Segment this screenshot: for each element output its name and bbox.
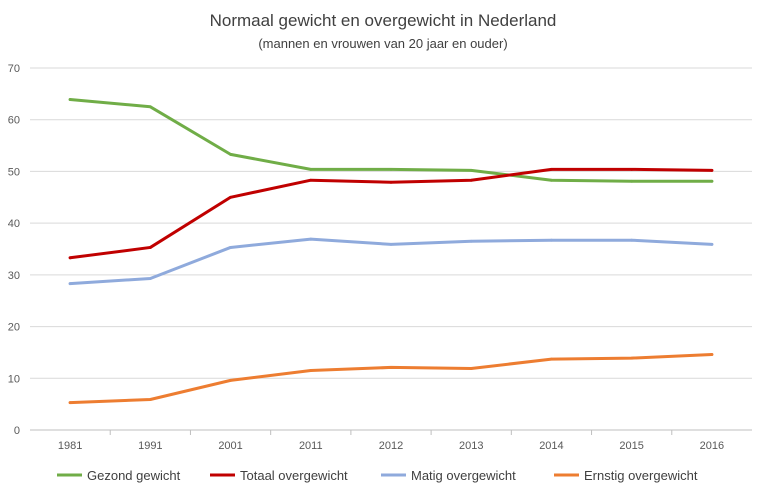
data-point-ernstig-overgewicht <box>229 378 232 382</box>
data-point-totaal-overgewicht <box>229 195 232 199</box>
y-tick-label: 40 <box>8 218 20 230</box>
x-tick-label: 1981 <box>58 440 82 452</box>
data-point-gezond-gewicht <box>148 105 152 109</box>
data-point-ernstig-overgewicht <box>68 401 72 404</box>
y-tick-label: 70 <box>8 63 20 75</box>
data-point-matig-overgewicht <box>309 237 313 241</box>
data-point-matig-overgewicht <box>68 282 72 286</box>
y-tick-label: 60 <box>8 115 20 127</box>
data-point-matig-overgewicht <box>229 246 232 249</box>
data-point-matig-overgewicht <box>550 238 553 242</box>
data-point-matig-overgewicht <box>710 242 714 246</box>
legend-label-matig-overgewicht: Matig overgewicht <box>411 468 516 483</box>
axes: 0 10 20 30 40 50 60 70 1981 1991 2001 2011 2012 2013 2… <box>8 63 724 452</box>
data-point-totaal-overgewicht <box>389 180 393 184</box>
y-tick-label: 50 <box>8 166 20 178</box>
x-tick-label: 2015 <box>619 440 643 452</box>
data-point-totaal-overgewicht <box>469 178 473 182</box>
data-point-totaal-overgewicht <box>550 167 553 171</box>
y-tick-label: 10 <box>8 373 20 385</box>
data-point-ernstig-overgewicht <box>389 366 393 369</box>
data-point-totaal-overgewicht <box>148 246 152 249</box>
x-tick-label: 2014 <box>539 440 563 452</box>
data-point-matig-overgewicht <box>148 277 152 280</box>
data-point-ernstig-overgewicht <box>469 367 473 370</box>
data-point-ernstig-overgewicht <box>148 398 152 401</box>
x-tick-label: 2012 <box>379 440 403 452</box>
x-tick-label: 2001 <box>218 440 242 452</box>
x-tick-label: 2016 <box>700 440 724 452</box>
data-point-gezond-gewicht <box>710 179 714 183</box>
legend-label-gezond-gewicht: Gezond gewicht <box>87 468 181 483</box>
data-point-gezond-gewicht <box>469 168 473 172</box>
data-point-totaal-overgewicht <box>710 168 714 172</box>
x-tick-label: 2011 <box>299 440 323 452</box>
x-tick-label: 1991 <box>138 440 162 452</box>
legend: Gezond gewicht Totaal overgewicht Matig ov… <box>57 468 698 483</box>
data-point-gezond-gewicht <box>550 178 553 182</box>
series-line-matig-overgewicht <box>68 237 714 286</box>
data-point-totaal-overgewicht <box>309 178 313 182</box>
y-tick-label: 20 <box>8 322 20 334</box>
chart-title: Normaal gewicht en overgewicht in Nederl… <box>209 11 557 30</box>
legend-label-ernstig-overgewicht: Ernstig overgewicht <box>584 468 698 483</box>
data-point-gezond-gewicht <box>630 179 634 183</box>
x-tick-label: 2013 <box>459 440 483 452</box>
data-point-matig-overgewicht <box>469 239 473 243</box>
chart-subtitle: (mannen en vrouwen van 20 jaar en ouder) <box>258 36 508 51</box>
y-tick-label: 0 <box>14 425 20 437</box>
data-point-ernstig-overgewicht <box>309 369 313 372</box>
data-point-ernstig-overgewicht <box>550 357 553 361</box>
legend-label-totaal-overgewicht: Totaal overgewicht <box>240 468 348 483</box>
data-point-gezond-gewicht <box>229 152 232 156</box>
data-point-matig-overgewicht <box>389 242 393 246</box>
gridlines <box>30 67 752 431</box>
y-tick-label: 30 <box>8 270 20 282</box>
data-point-ernstig-overgewicht <box>630 356 634 360</box>
data-point-gezond-gewicht <box>389 167 393 171</box>
data-point-matig-overgewicht <box>630 238 634 242</box>
data-point-totaal-overgewicht <box>68 256 72 260</box>
data-point-totaal-overgewicht <box>630 167 634 171</box>
data-point-ernstig-overgewicht <box>710 353 714 356</box>
data-point-gezond-gewicht <box>309 167 313 171</box>
data-point-gezond-gewicht <box>68 98 72 101</box>
series-lines <box>68 98 714 405</box>
